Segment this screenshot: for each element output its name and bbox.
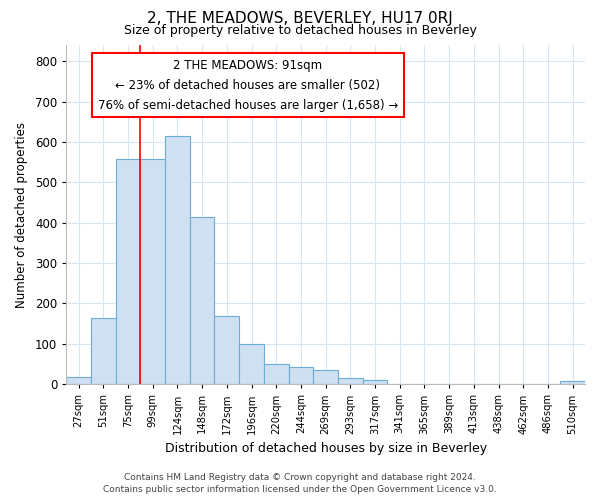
Bar <box>91 318 116 384</box>
Text: 2 THE MEADOWS: 91sqm
← 23% of detached houses are smaller (502)
76% of semi-deta: 2 THE MEADOWS: 91sqm ← 23% of detached h… <box>98 58 398 112</box>
Text: 2, THE MEADOWS, BEVERLEY, HU17 0RJ: 2, THE MEADOWS, BEVERLEY, HU17 0RJ <box>147 11 453 26</box>
Bar <box>560 381 585 384</box>
Bar <box>264 364 289 384</box>
Text: Contains HM Land Registry data © Crown copyright and database right 2024.
Contai: Contains HM Land Registry data © Crown c… <box>103 472 497 494</box>
Bar <box>214 316 239 384</box>
Bar <box>289 368 313 384</box>
Text: Size of property relative to detached houses in Beverley: Size of property relative to detached ho… <box>124 24 476 37</box>
Bar <box>190 218 214 384</box>
Y-axis label: Number of detached properties: Number of detached properties <box>15 122 28 308</box>
Bar <box>140 159 165 384</box>
X-axis label: Distribution of detached houses by size in Beverley: Distribution of detached houses by size … <box>164 442 487 455</box>
Bar <box>239 344 264 385</box>
Bar <box>313 370 338 384</box>
Bar <box>338 378 362 384</box>
Bar <box>165 136 190 384</box>
Bar <box>116 159 140 384</box>
Bar <box>66 377 91 384</box>
Bar <box>362 380 388 384</box>
